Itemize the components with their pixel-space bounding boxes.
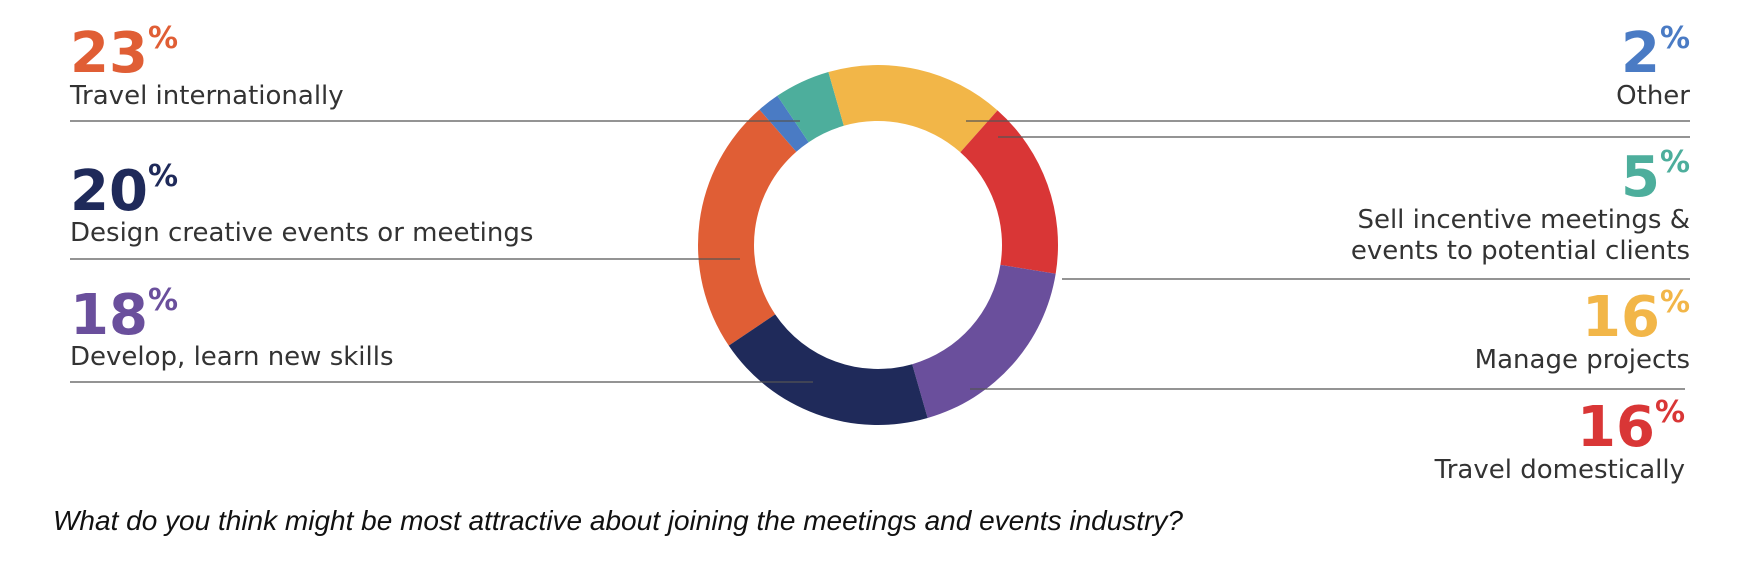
slice-labels: 23%Travel internationally 2%Other 5%Sell i… [69,21,1690,485]
slice-value: 20% [70,159,178,224]
slice-value: 16% [1582,285,1690,350]
slice-label: events to potential clients [1351,236,1690,266]
donut-slice [759,95,809,152]
slice-label: Sell incentive meetings & [1357,205,1690,235]
donut-segments [698,65,1058,425]
slice-value: 16% [1577,395,1685,460]
slice-label: Other [1616,81,1690,111]
chart-question: What do you think might be most attracti… [53,505,1183,536]
slice-value: 2% [1621,21,1690,86]
slice-label: Manage projects [1475,345,1690,375]
donut-slice [828,65,998,153]
donut-slice [912,264,1056,419]
slice-label: Design creative events or meetings [70,218,533,248]
slice-value: 5% [1621,145,1690,210]
slice-label: Develop, learn new skills [70,342,394,372]
slice-label: Travel domestically [1434,455,1685,485]
slice-value: 18% [70,283,178,348]
slice-label: Travel internationally [69,81,344,111]
donut-slice [960,110,1058,274]
donut-slice [728,314,928,425]
donut-slice [777,71,844,143]
donut-slice [698,109,797,346]
slice-value: 23% [70,21,178,86]
